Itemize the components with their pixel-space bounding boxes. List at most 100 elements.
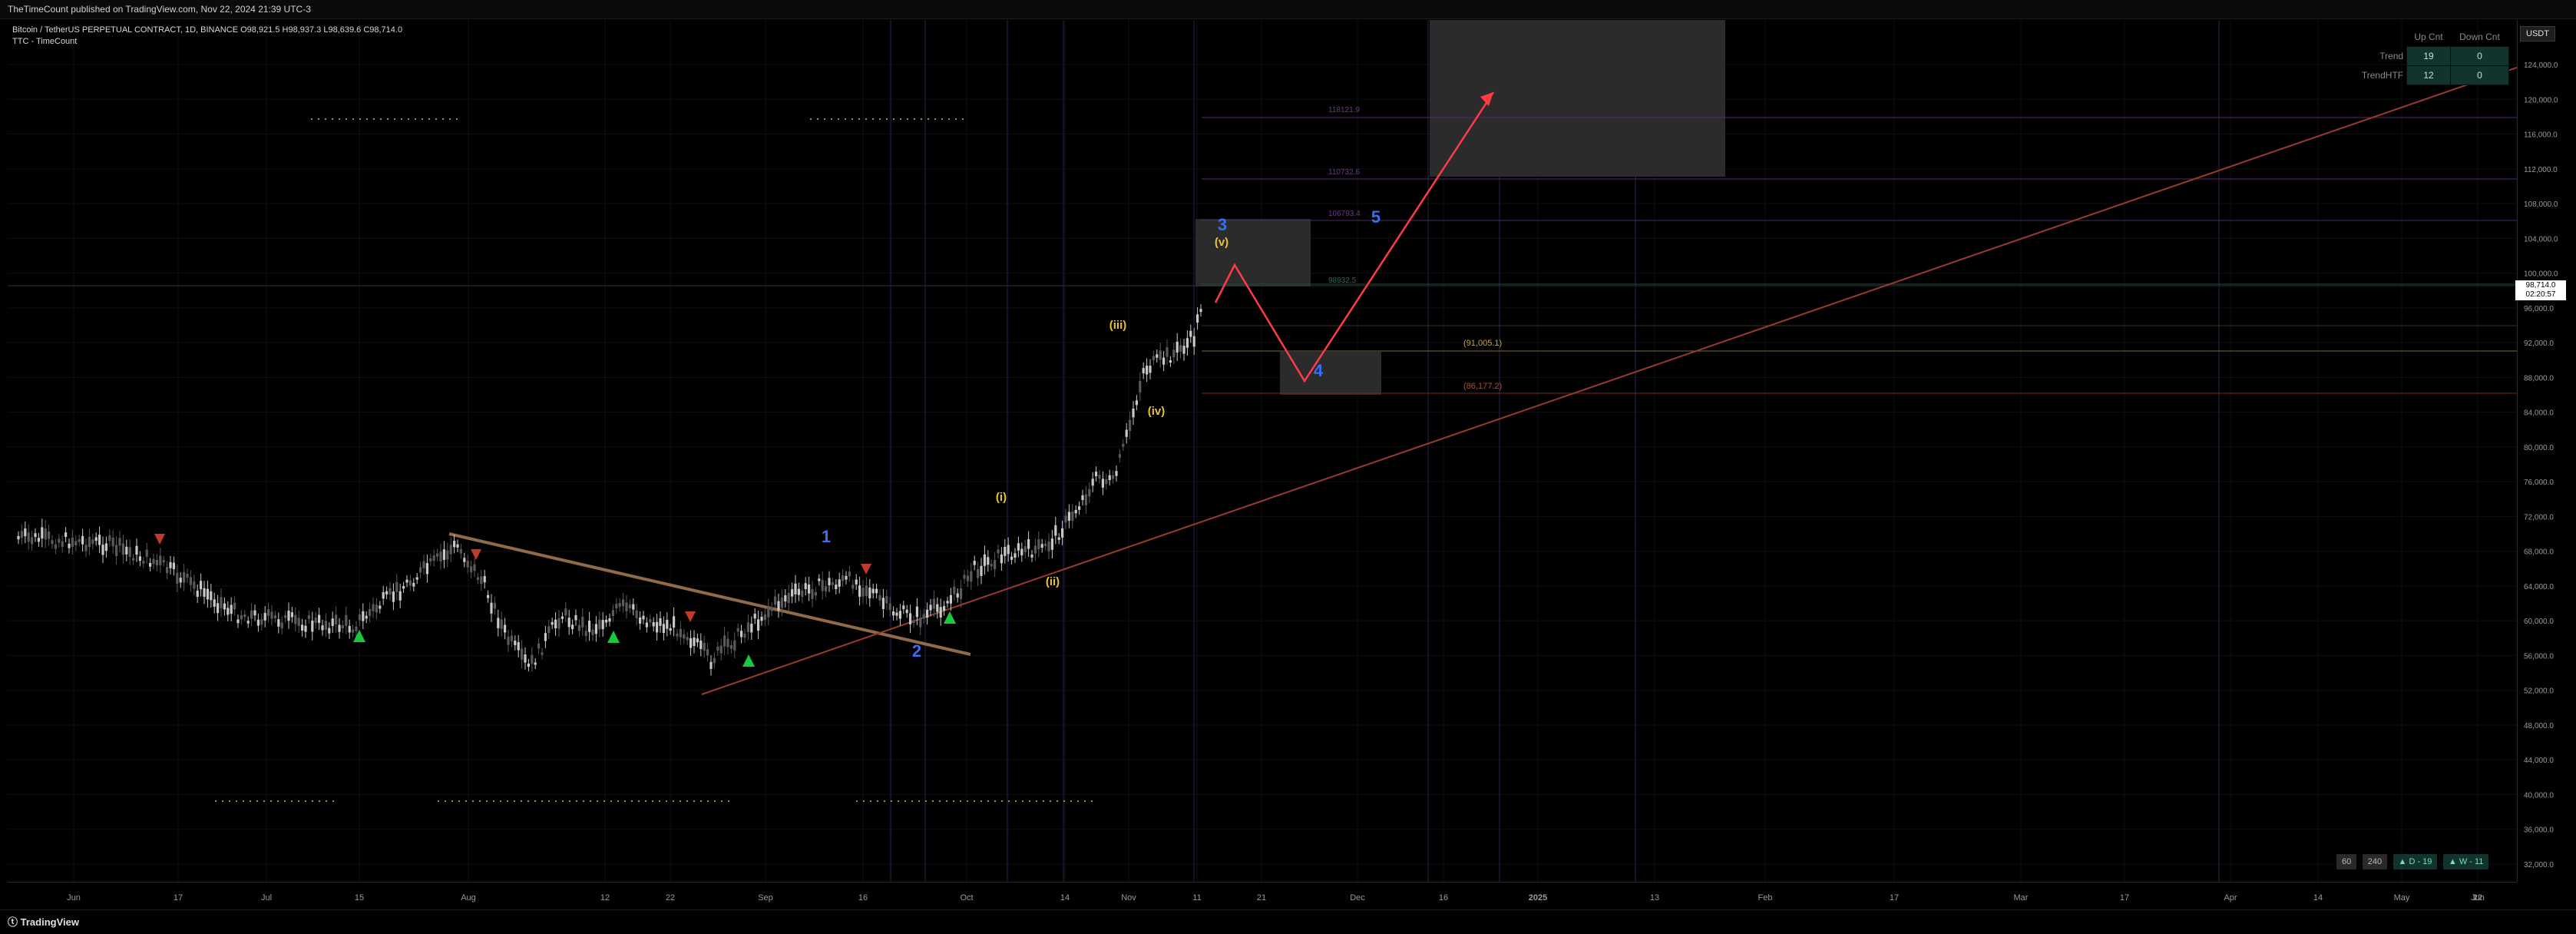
candle-body	[1132, 408, 1135, 418]
candle-body	[1037, 539, 1040, 550]
candle	[94, 532, 98, 546]
current-price-label: 98,714.0	[2525, 281, 2556, 290]
candle	[483, 569, 486, 589]
currency-button[interactable]: USDT	[2520, 26, 2555, 41]
candle	[284, 611, 287, 623]
candle-body	[517, 642, 520, 651]
trend-up-count: 19	[2406, 46, 2451, 66]
candle-body	[227, 608, 230, 615]
candle	[58, 534, 61, 548]
candle-body	[676, 633, 679, 637]
candle	[1152, 350, 1155, 366]
candle	[881, 589, 885, 618]
candle	[963, 570, 966, 584]
candle-body	[784, 595, 787, 602]
time-axis[interactable]: Jun 17 Jul 15 Aug 12 22 Sep 16 Oct 14 Nov 11 21 Dec 16 2…	[8, 882, 2517, 910]
candle	[922, 608, 925, 624]
candle-body	[34, 533, 37, 538]
candle	[34, 528, 37, 542]
candle	[787, 585, 790, 611]
candle-body	[253, 610, 256, 616]
badge-60[interactable]: 60	[2336, 854, 2357, 869]
candle-body	[1000, 554, 1003, 564]
candle	[726, 631, 729, 654]
candle-body	[719, 645, 723, 654]
candle-body	[138, 556, 141, 561]
candle-body	[639, 618, 642, 624]
candle	[389, 581, 392, 601]
candle-body	[919, 618, 922, 628]
candle-body	[307, 615, 310, 619]
candle	[1050, 529, 1053, 558]
candle	[321, 620, 324, 636]
badge-240[interactable]: 240	[2362, 854, 2388, 869]
candle	[470, 560, 473, 578]
candle-body	[1078, 506, 1081, 510]
price-tick-label: 36,000.0	[2524, 826, 2554, 835]
candle	[861, 580, 865, 604]
candle	[243, 610, 246, 621]
candle	[946, 596, 949, 608]
candle	[977, 561, 980, 586]
candle-body	[422, 561, 425, 568]
candle	[280, 616, 283, 635]
candle	[341, 620, 344, 634]
chart-area[interactable]: 118121.9 110732.6 106793.4 98932.5 (91,005.1…	[8, 20, 2517, 882]
candle-body	[531, 654, 534, 664]
candle-body	[439, 551, 442, 561]
target-zone-box	[1430, 20, 1725, 177]
candle	[1078, 501, 1081, 515]
fib-label-upper: 106793.4	[1328, 210, 1361, 218]
badge-weekly-count[interactable]: ▲ W - 11	[2442, 854, 2489, 869]
candle	[706, 643, 709, 662]
candle	[1189, 324, 1192, 343]
indicator-legend[interactable]: TTC - TimeCount	[12, 37, 78, 46]
candle-body	[355, 626, 358, 631]
candle	[240, 610, 243, 625]
candle	[453, 535, 456, 554]
table-header-down: Down Cnt	[2459, 31, 2500, 42]
price-scale[interactable]: 124,000.0 120,000.0 116,000.0 112,000.0 108,…	[2517, 20, 2576, 882]
candle	[263, 606, 266, 628]
candle-body	[463, 558, 466, 562]
candle	[54, 538, 57, 555]
candle	[179, 572, 182, 588]
candle	[324, 613, 327, 638]
candle	[260, 613, 263, 631]
candle	[808, 577, 811, 601]
tradingview-logo[interactable]: ⓣ TradingView	[8, 910, 79, 934]
candle	[628, 599, 631, 614]
candle	[27, 524, 30, 550]
downtrend-line	[448, 532, 971, 656]
candle-body	[973, 561, 976, 565]
candle	[1101, 471, 1104, 495]
candle	[318, 608, 321, 631]
candle-body	[1176, 341, 1179, 353]
symbol-legend[interactable]: Bitcoin / TetherUS PERPETUAL CONTRACT, 1…	[12, 25, 403, 35]
candle-body	[318, 614, 321, 623]
candle	[267, 602, 270, 623]
candle-body	[878, 595, 881, 601]
candle	[169, 555, 172, 575]
candle	[473, 558, 476, 578]
badge-daily-count[interactable]: ▲ D - 19	[2392, 854, 2438, 869]
candle	[20, 524, 23, 545]
tradingview-logo-icon: ⓣ	[8, 916, 18, 928]
candle-body	[284, 615, 287, 618]
candle	[1115, 465, 1118, 482]
fib-label-upper: 118121.9	[1328, 106, 1360, 114]
candle	[892, 606, 895, 621]
time-tick-label: Sep	[758, 893, 773, 903]
candle	[895, 608, 898, 621]
candle-body	[554, 619, 557, 629]
candle	[64, 527, 68, 542]
candle-body	[983, 554, 986, 566]
candle	[459, 543, 462, 559]
candle-body	[713, 657, 716, 664]
candle-body	[693, 637, 696, 647]
candle-body	[128, 547, 131, 557]
candle	[355, 621, 358, 637]
candle	[541, 648, 544, 660]
candle-body	[865, 585, 868, 596]
price-chart-svg[interactable]: 118121.9 110732.6 106793.4 98932.5 (91,005.1…	[8, 20, 2517, 882]
